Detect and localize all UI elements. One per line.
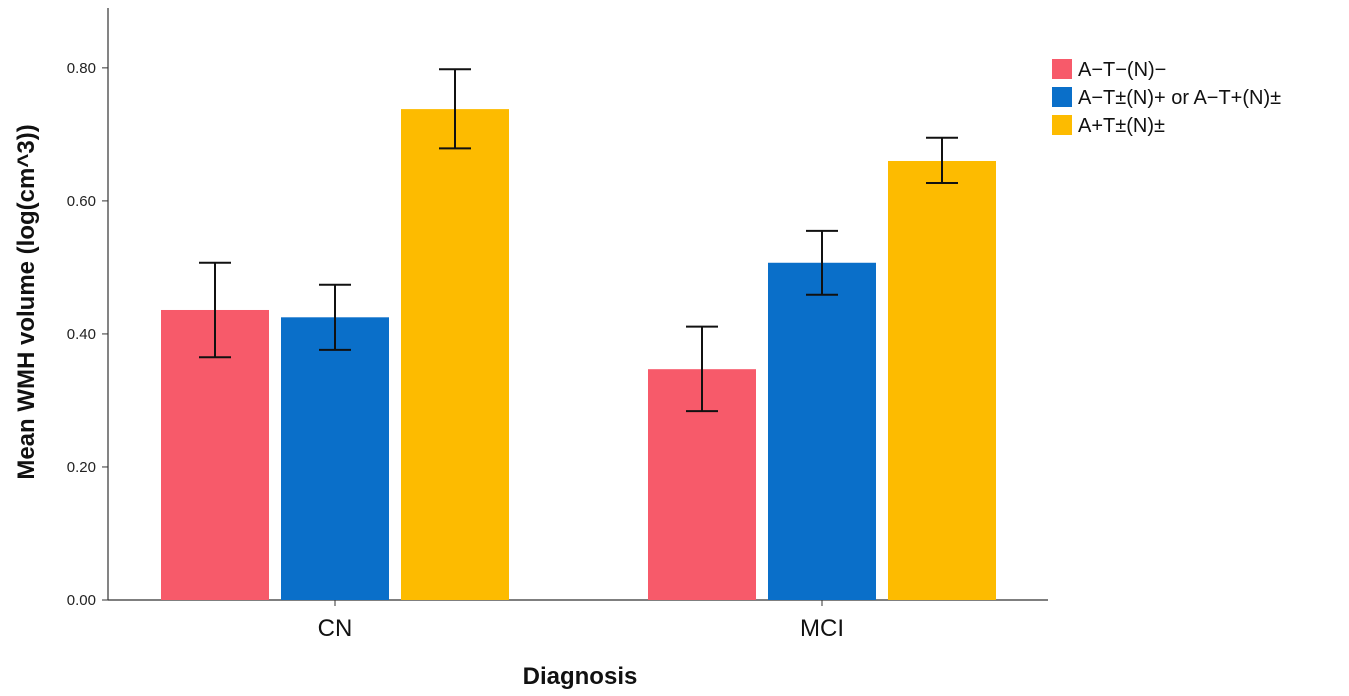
y-tick-label: 0.80 [67,60,96,77]
bar [161,309,269,600]
bar [888,160,996,600]
legend-swatch [1052,115,1072,135]
legend: A−T−(N)− A−T±(N)+ or A−T+(N)± A+T±(N)± [1052,59,1281,137]
x-tick-label: MCI [800,615,844,642]
bar [401,109,509,600]
y-axis-title: Mean WMH volume (log(cm^3)) [13,124,40,479]
legend-label: A+T±(N)± [1078,115,1165,137]
x-tick-label: CN [318,615,353,642]
legend-swatch [1052,59,1072,79]
y-tick-label: 0.60 [67,193,96,210]
legend-label: A−T−(N)− [1078,59,1166,81]
bar [768,262,876,600]
y-tick-label: 0.40 [67,326,96,343]
x-axis-title: Diagnosis [523,663,638,690]
y-tick-label: 0.20 [67,459,96,476]
plot-area: 0.00 0.20 0.40 0.60 0.80 CN MCI [67,8,1048,642]
legend-swatch [1052,87,1072,107]
legend-label: A−T±(N)+ or A−T+(N)± [1078,87,1281,109]
y-tick-label: 0.00 [67,592,96,609]
bar [281,317,389,600]
